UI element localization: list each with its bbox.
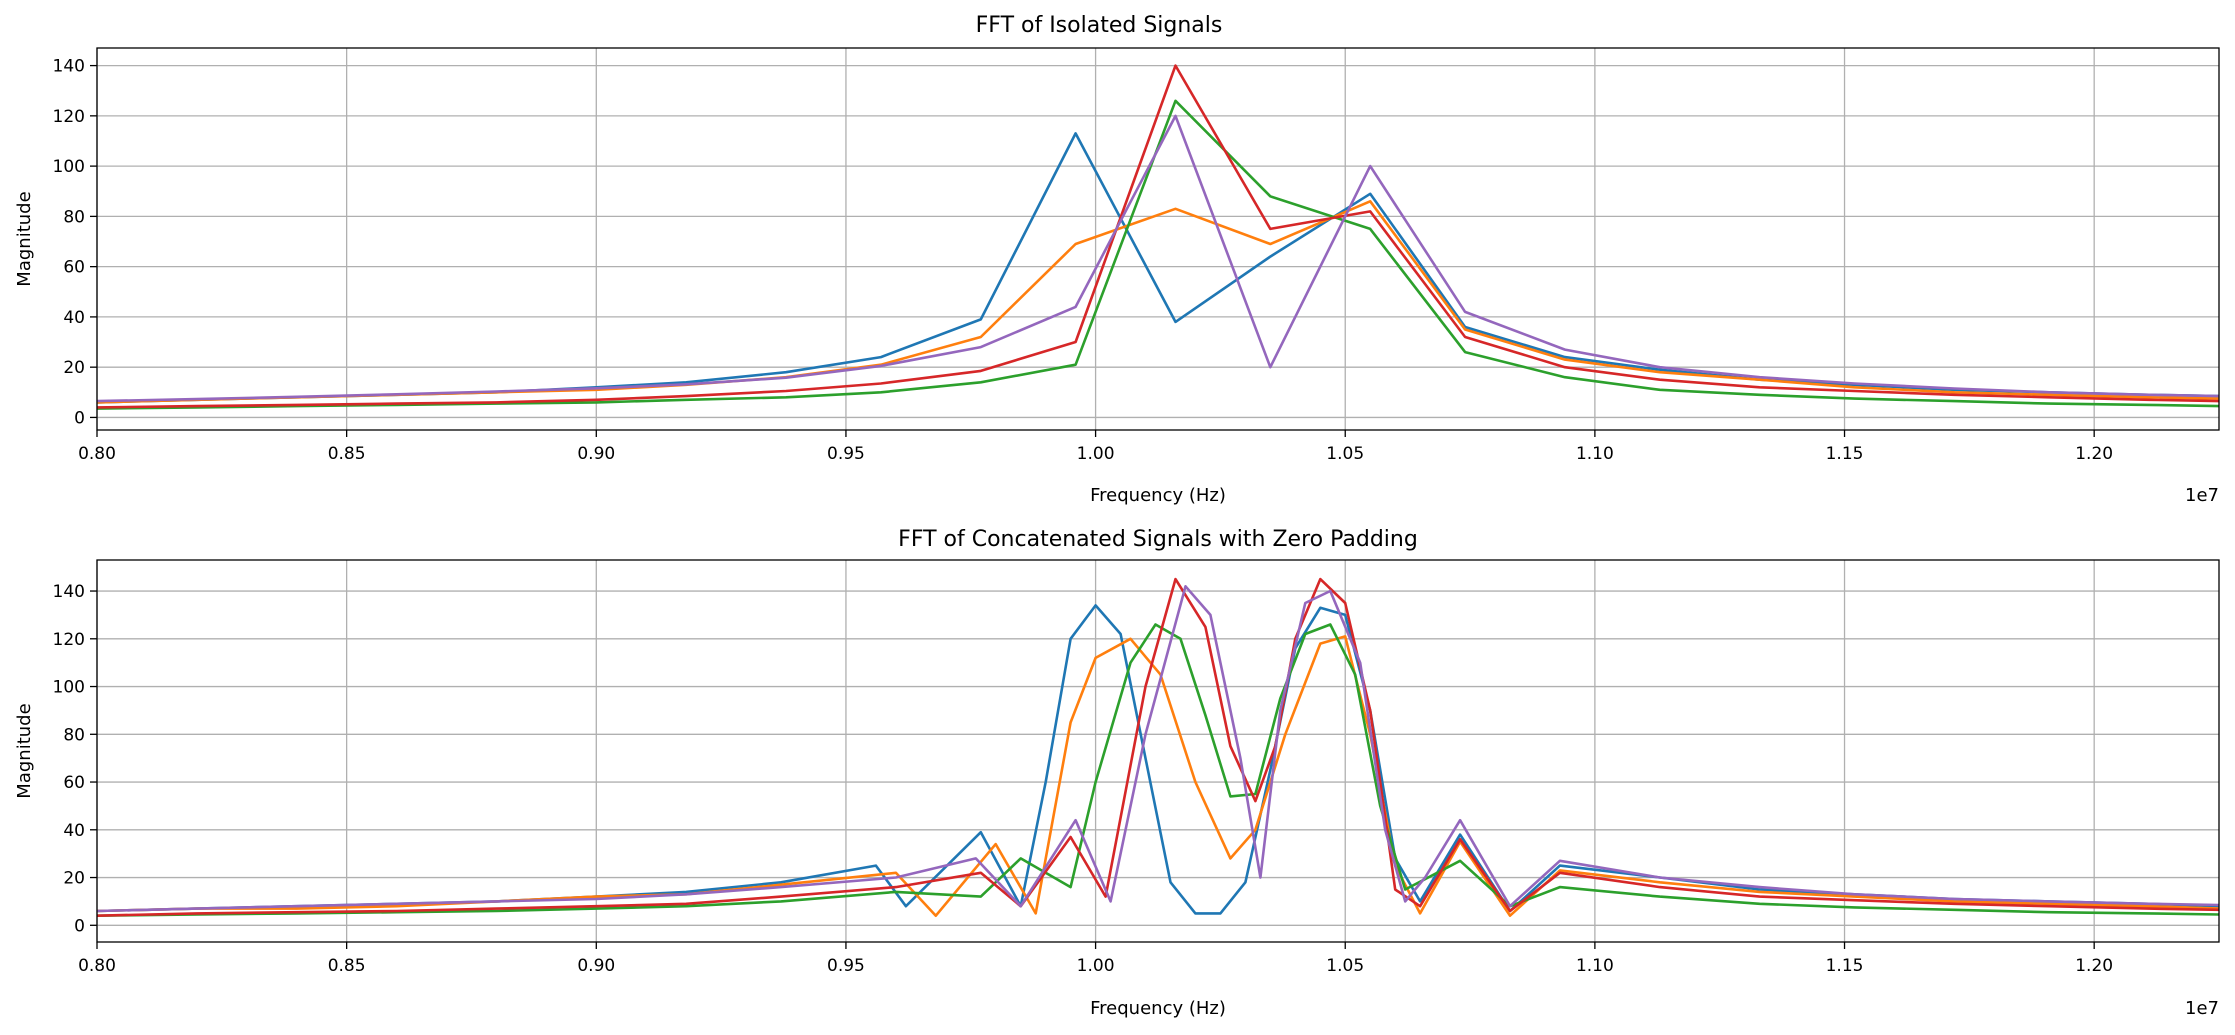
top-chart-ticks: 0.80 0.85 0.90 0.95 1.00 1.05 1.10 1.15 1.20 0 20 4… — [53, 57, 2114, 464]
bottom-chart-ylabel: Magnitude — [14, 703, 35, 798]
bottom-chart-x-tick-label: 1.15 — [1826, 956, 1864, 976]
top-chart-frame — [96, 47, 2220, 431]
bottom-chart-y-tick-label: 120 — [53, 630, 85, 650]
bottom-chart-series-line-5 — [97, 584, 2219, 913]
bottom-chart-x-tick-label: 1.05 — [1326, 956, 1364, 976]
top-chart-series-line-1 — [97, 132, 2219, 404]
top-chart-x-tick-label: 0.90 — [577, 444, 615, 464]
bottom-chart-frame — [96, 559, 2220, 943]
bottom-chart-x-tick-label: 0.95 — [827, 956, 865, 976]
top-chart-y-tick-label: 80 — [63, 207, 85, 227]
top-chart-x-tick-label: 0.85 — [328, 444, 366, 464]
top-chart-panel: FFT of Isolated Signals 0.80 0.85 0.90 0.95… — [14, 13, 2220, 506]
top-chart-y-tick-label: 100 — [53, 157, 85, 177]
top-chart-y-tick-label: 120 — [53, 107, 85, 127]
top-chart-x-tick-label: 1.15 — [1826, 444, 1864, 464]
bottom-chart-series — [97, 577, 2219, 918]
bottom-chart-x-tick-label: 1.10 — [1576, 956, 1614, 976]
bottom-chart-y-tick-label: 140 — [53, 582, 85, 602]
top-chart-grid — [96, 48, 2219, 430]
top-chart-series-line-2 — [97, 200, 2219, 404]
bottom-chart-xlabel: Frequency (Hz) — [1090, 998, 1226, 1019]
bottom-chart-x-tick-label: 0.80 — [78, 956, 116, 976]
bottom-chart-grid — [96, 560, 2219, 942]
top-chart-x-tick-label: 0.80 — [78, 444, 116, 464]
bottom-chart-offset-label: 1e7 — [2185, 998, 2219, 1019]
bottom-chart-x-tick-label: 1.20 — [2075, 956, 2113, 976]
bottom-chart-y-tick-label: 20 — [63, 869, 85, 889]
bottom-chart-y-tick-label: 0 — [74, 916, 85, 936]
top-chart-x-tick-label: 1.00 — [1077, 444, 1115, 464]
bottom-chart-panel: FFT of Concatenated Signals with Zero Pa… — [14, 527, 2220, 1019]
bottom-chart-x-tick-label: 1.00 — [1077, 956, 1115, 976]
top-chart-y-tick-label: 40 — [63, 308, 85, 328]
bottom-chart-x-tick-label: 0.85 — [328, 956, 366, 976]
top-chart-x-tick-label: 1.05 — [1326, 444, 1364, 464]
top-chart-x-tick-label: 0.95 — [827, 444, 865, 464]
top-chart-y-tick-label: 20 — [63, 358, 85, 378]
top-chart-title: FFT of Isolated Signals — [976, 13, 1223, 38]
bottom-chart-ticks: 0.80 0.85 0.90 0.95 1.00 1.05 1.10 1.15 1.20 0 20 4… — [53, 582, 2114, 976]
bottom-chart-y-tick-label: 60 — [63, 773, 85, 793]
bottom-chart-series-line-3 — [97, 623, 2219, 918]
top-chart-y-tick-label: 60 — [63, 258, 85, 278]
bottom-chart-series-line-2 — [97, 635, 2219, 918]
top-chart-offset-label: 1e7 — [2185, 485, 2219, 506]
top-chart-ylabel: Magnitude — [14, 191, 35, 286]
top-chart-series-line-4 — [97, 64, 2219, 409]
bottom-chart-title: FFT of Concatenated Signals with Zero Pa… — [898, 527, 1418, 552]
bottom-chart-x-tick-label: 0.90 — [577, 956, 615, 976]
bottom-chart-y-tick-label: 100 — [53, 678, 85, 698]
bottom-chart-y-tick-label: 40 — [63, 821, 85, 841]
top-chart-xlabel: Frequency (Hz) — [1090, 485, 1226, 506]
top-chart-x-tick-label: 1.10 — [1576, 444, 1614, 464]
bottom-chart-series-line-4 — [97, 577, 2219, 918]
top-chart-series — [97, 64, 2219, 410]
top-chart-x-tick-label: 1.20 — [2075, 444, 2113, 464]
top-chart-y-tick-label: 140 — [53, 57, 85, 77]
top-chart-series-line-5 — [97, 114, 2219, 403]
top-chart-y-tick-label: 0 — [74, 408, 85, 428]
bottom-chart-y-tick-label: 80 — [63, 725, 85, 745]
bottom-chart-series-line-1 — [97, 604, 2219, 915]
